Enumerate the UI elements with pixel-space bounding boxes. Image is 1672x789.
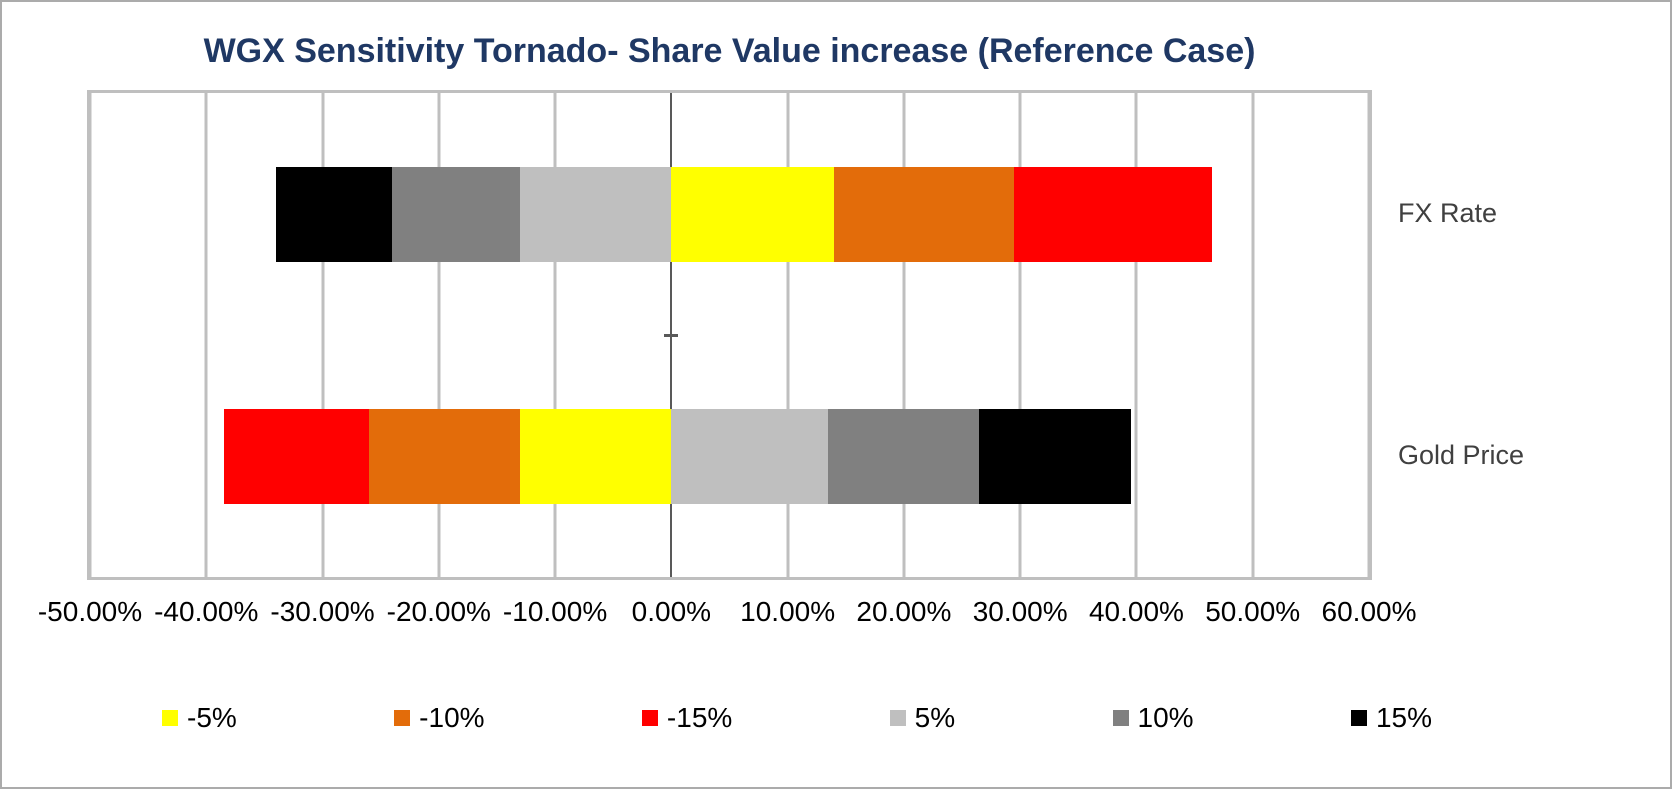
bar-segment-fx-rate-neg5pct xyxy=(671,166,835,262)
gridline xyxy=(786,93,790,577)
x-axis-tick-labels: -50.00% -40.00% -30.00% -20.00% -10.00% 0.00%… xyxy=(38,596,1417,632)
bar-segment-fx-rate-neg15pct xyxy=(1014,166,1213,262)
gridline xyxy=(1134,93,1138,577)
category-axis-tick xyxy=(664,334,679,337)
bar-segment-fx-rate-5pct xyxy=(520,166,672,262)
legend-label-neg5pct: -5% xyxy=(187,702,237,733)
gridline xyxy=(1251,93,1255,577)
x-tick-label: -40.00% xyxy=(154,596,259,627)
bar-segment-gold-price-10pct xyxy=(828,408,980,504)
x-tick-label: -10.00% xyxy=(502,596,608,627)
gridline xyxy=(88,93,92,577)
legend-label-5pct: 5% xyxy=(914,702,956,733)
legend-swatch-neg15pct xyxy=(641,710,658,726)
gridline xyxy=(204,93,208,577)
x-tick-label: 0.00% xyxy=(631,596,712,627)
x-tick-label: 20.00% xyxy=(856,596,952,627)
x-tick-label: 10.00% xyxy=(740,596,836,627)
gridline xyxy=(437,93,441,577)
x-tick-label: -20.00% xyxy=(386,596,491,627)
category-label-gold-price: Gold Price xyxy=(1398,440,1525,470)
chart-title: WGX Sensitivity Tornado- Share Value inc… xyxy=(203,32,1256,70)
legend-item-10pct: 10% xyxy=(1112,702,1194,734)
bar-segment-gold-price-15pct xyxy=(979,408,1131,504)
bar-segment-fx-rate-15pct xyxy=(276,166,393,262)
legend-swatch-neg10pct xyxy=(394,710,411,726)
legend-swatch-10pct xyxy=(1112,710,1129,726)
legend-label-neg10pct: -10% xyxy=(419,702,485,733)
x-tick-label: 60.00% xyxy=(1321,596,1417,627)
gridline xyxy=(553,93,557,577)
x-tick-label: -30.00% xyxy=(270,596,375,627)
chart-legend: -5% -10% -15% 5% 10% 15% xyxy=(162,702,1432,734)
legend-swatch-5pct xyxy=(889,710,906,726)
x-tick-label: -50.00% xyxy=(37,596,143,627)
gridline xyxy=(1367,93,1371,577)
legend-item-neg10pct: -10% xyxy=(394,702,485,734)
gridline xyxy=(902,93,906,577)
legend-swatch-neg5pct xyxy=(162,710,178,726)
x-tick-label: 30.00% xyxy=(972,596,1068,627)
gridline xyxy=(1018,93,1022,577)
plot-area xyxy=(87,90,1372,580)
bar-segment-gold-price-neg5pct xyxy=(520,408,672,504)
x-tick-label: 40.00% xyxy=(1088,596,1184,627)
legend-item-5pct: 5% xyxy=(889,702,956,734)
bar-segment-fx-rate-neg10pct xyxy=(834,166,1015,262)
legend-label-15pct: 15% xyxy=(1375,702,1432,733)
gridline xyxy=(321,93,325,577)
legend-label-10pct: 10% xyxy=(1137,702,1194,733)
legend-label-neg15pct: -15% xyxy=(666,702,733,733)
bar-segment-fx-rate-10pct xyxy=(392,166,521,262)
legend-swatch-15pct xyxy=(1350,710,1367,726)
legend-item-neg15pct: -15% xyxy=(641,702,733,734)
category-label-fx-rate: FX Rate xyxy=(1398,198,1498,228)
x-tick-label: 50.00% xyxy=(1205,596,1301,627)
bar-segment-gold-price-5pct xyxy=(671,408,829,504)
legend-item-15pct: 15% xyxy=(1350,702,1432,734)
bar-segment-gold-price-neg15pct xyxy=(223,408,370,504)
legend-item-neg5pct: -5% xyxy=(162,702,237,734)
bar-segment-gold-price-neg10pct xyxy=(369,408,521,504)
